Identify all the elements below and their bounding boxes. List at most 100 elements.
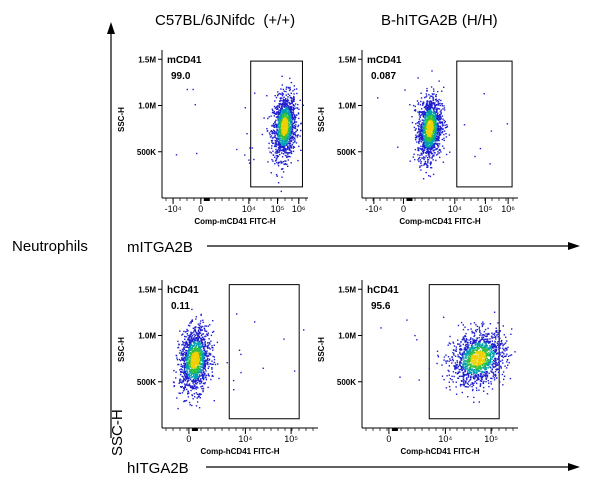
event-point (441, 364, 443, 366)
event-point (497, 361, 500, 364)
event-point (232, 379, 235, 382)
event-point (470, 371, 473, 374)
event-point (406, 319, 408, 321)
event-point (470, 344, 473, 347)
event-point (459, 343, 461, 345)
event-point (491, 332, 493, 334)
hitga2b-arrowhead (568, 463, 580, 471)
event-point (186, 88, 188, 91)
event-point (285, 94, 287, 96)
event-point (194, 339, 196, 341)
event-point (283, 114, 285, 117)
event-point (463, 358, 465, 360)
event-point (268, 132, 271, 134)
event-point (479, 372, 482, 375)
event-point (199, 359, 202, 362)
event-point (190, 359, 193, 362)
event-point (296, 107, 298, 109)
event-point (286, 137, 288, 139)
event-point (283, 138, 285, 140)
event-point (468, 339, 470, 341)
event-point (276, 111, 278, 113)
event-point (293, 113, 295, 116)
event-point (206, 333, 208, 335)
event-point (278, 123, 281, 125)
event-point (481, 370, 484, 373)
event-point (493, 353, 495, 355)
event-point (420, 125, 422, 127)
event-point (193, 339, 196, 341)
event-point (437, 103, 439, 106)
event-point (193, 356, 195, 358)
event-point (279, 143, 281, 145)
event-point (420, 139, 422, 141)
event-point (284, 154, 287, 157)
event-point (432, 121, 434, 123)
event-point (277, 91, 279, 93)
x-axis-title: Comp-mCD41 FITC-H (194, 217, 276, 226)
event-point (430, 111, 432, 113)
event-point (426, 166, 428, 168)
event-point (422, 137, 424, 139)
event-point (293, 121, 295, 123)
event-point (293, 93, 295, 95)
event-point (289, 118, 291, 121)
event-point (198, 324, 201, 326)
event-point (284, 133, 286, 135)
event-point (488, 347, 490, 350)
event-point (293, 85, 295, 87)
event-point (457, 377, 460, 379)
event-point (197, 326, 199, 329)
event-point (184, 386, 187, 389)
event-point (456, 364, 459, 366)
y-axis-title: SSC-H (317, 337, 326, 362)
event-point (209, 343, 211, 345)
event-point (189, 369, 191, 371)
event-point (293, 100, 295, 102)
event-point (296, 92, 298, 95)
event-point (418, 157, 420, 160)
event-point (431, 115, 433, 118)
event-point (438, 139, 440, 142)
event-point (276, 124, 279, 126)
event-point (436, 148, 438, 150)
event-point (471, 343, 473, 345)
event-point (277, 182, 280, 184)
event-point (192, 338, 194, 341)
event-point (189, 377, 191, 379)
event-point (297, 112, 300, 114)
event-point (201, 380, 203, 382)
event-point (196, 341, 198, 343)
event-point (212, 320, 214, 322)
event-point (192, 386, 195, 389)
event-point (277, 137, 279, 139)
event-point (184, 370, 186, 372)
event-point (192, 345, 194, 347)
event-point (198, 395, 200, 397)
event-point (486, 339, 488, 341)
event-point (466, 338, 468, 341)
event-point (181, 392, 184, 394)
event-point (476, 371, 478, 373)
event-point (282, 88, 284, 91)
event-point (186, 328, 188, 331)
event-point (195, 350, 197, 352)
event-point (277, 140, 279, 142)
event-point (425, 144, 427, 146)
event-point (399, 376, 401, 378)
event-point (490, 381, 492, 383)
event-point (266, 128, 268, 130)
event-point (212, 330, 215, 333)
event-point (485, 378, 487, 380)
event-point (287, 153, 289, 155)
event-point (204, 361, 206, 363)
event-point (414, 109, 417, 111)
event-point (183, 389, 186, 391)
row-label-neutrophils: Neutrophils (12, 238, 88, 255)
event-point (439, 104, 441, 107)
event-point (509, 354, 511, 357)
event-point (429, 97, 431, 99)
event-point (202, 367, 205, 369)
event-point (426, 115, 428, 117)
event-point (442, 161, 444, 163)
